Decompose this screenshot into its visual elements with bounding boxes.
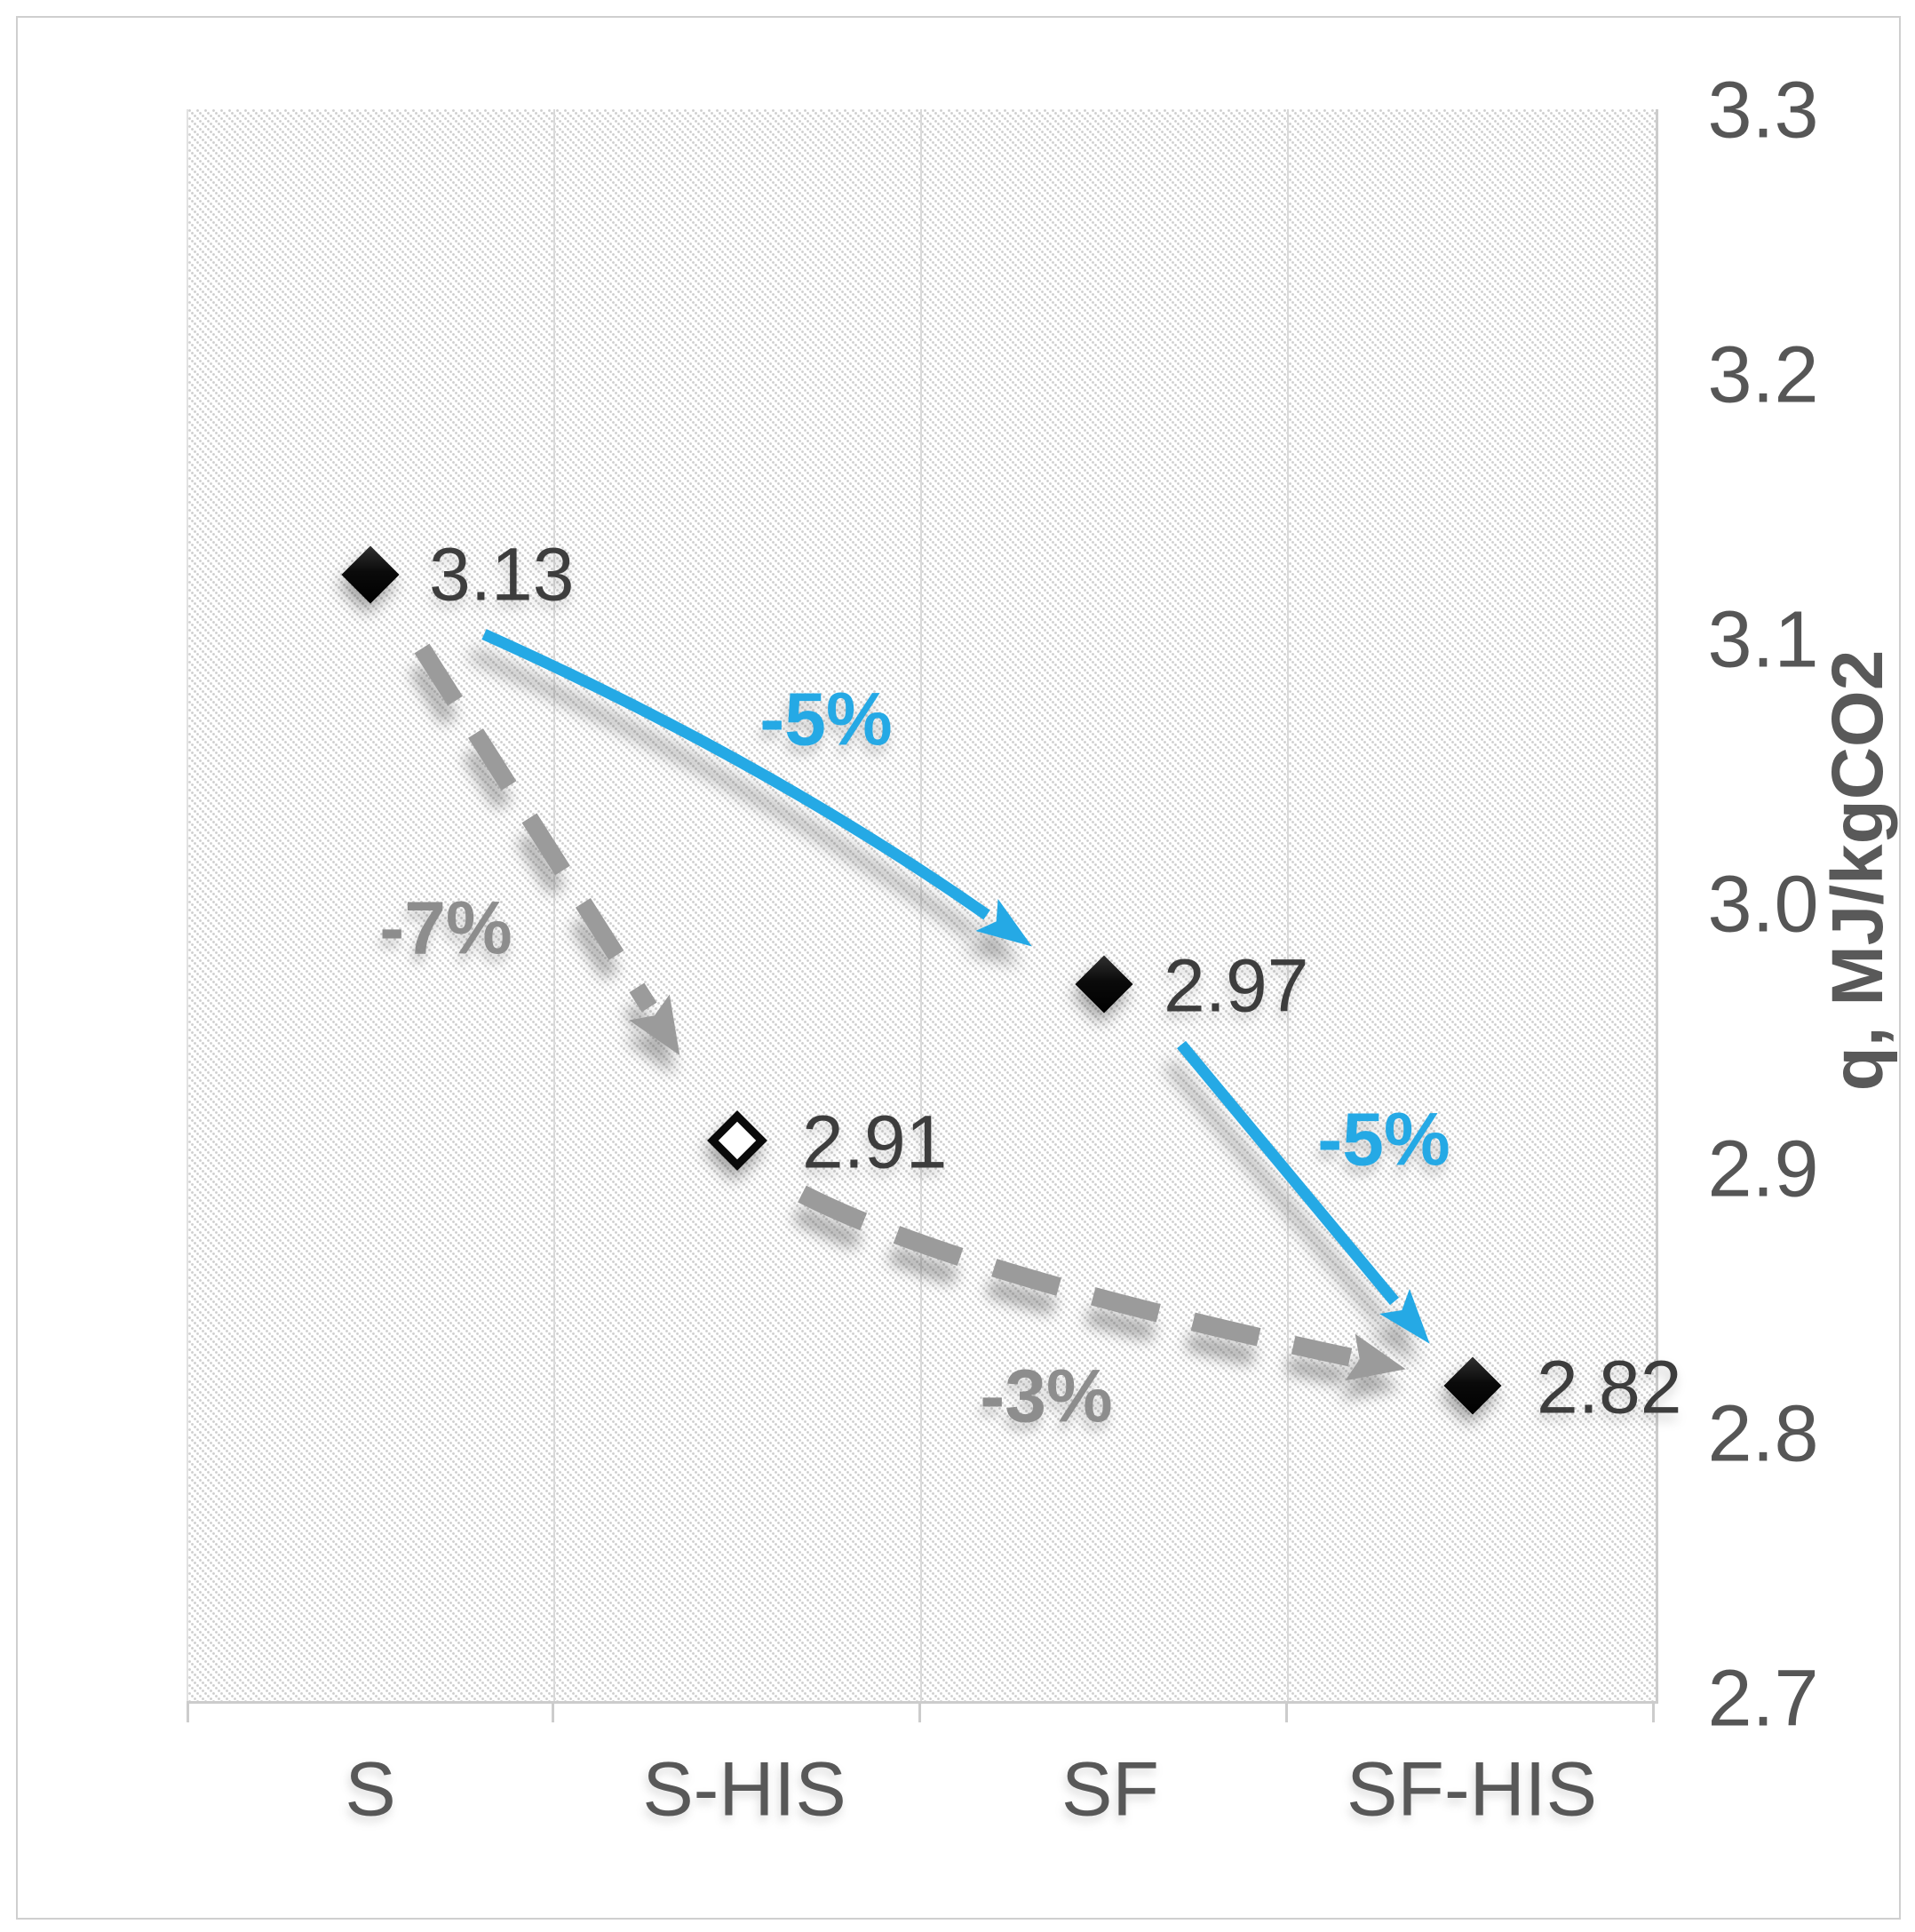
- x-axis-tick: [1652, 1701, 1655, 1722]
- data-label-sf: 2.97: [1164, 943, 1309, 1028]
- y-tick-label-3-0: 3.0: [1707, 860, 1819, 950]
- vertical-gridline-1: [553, 109, 555, 1701]
- vertical-gridline-3: [1287, 109, 1289, 1701]
- x-axis-tick: [1285, 1701, 1288, 1722]
- x-category-label-sf: SF: [1061, 1746, 1159, 1833]
- y-axis-title: q, MJ/kgCO2: [1817, 649, 1898, 1092]
- x-category-label-sfhis: SF-HIS: [1347, 1746, 1597, 1833]
- y-tick-label-3-3: 3.3: [1707, 66, 1819, 155]
- y-tick-label-2-7: 2.7: [1707, 1654, 1819, 1744]
- vertical-gridline-2: [920, 109, 922, 1701]
- y-tick-label-3-2: 3.2: [1707, 330, 1819, 420]
- data-label-s: 3.13: [429, 532, 575, 616]
- percent-label-shis-to-sfhis: -3%: [980, 1354, 1113, 1438]
- y-tick-label-3-1: 3.1: [1707, 595, 1819, 685]
- y-tick-label-2-9: 2.9: [1707, 1125, 1819, 1214]
- percent-label-s-to-sf: -5%: [759, 677, 893, 761]
- y-tick-label-2-8: 2.8: [1707, 1389, 1819, 1479]
- data-label-sfhis: 2.82: [1537, 1345, 1682, 1429]
- data-label-shis: 2.91: [802, 1100, 948, 1184]
- percent-label-sf-to-sfhis: -5%: [1317, 1097, 1450, 1181]
- x-axis-tick: [918, 1701, 921, 1722]
- plot-area: [187, 109, 1658, 1704]
- percent-label-s-to-shis: -7%: [379, 886, 513, 970]
- x-category-label-shis: S-HIS: [642, 1746, 846, 1833]
- x-axis-tick: [552, 1701, 554, 1722]
- x-axis-tick: [187, 1701, 189, 1722]
- x-category-label-s: S: [345, 1746, 396, 1833]
